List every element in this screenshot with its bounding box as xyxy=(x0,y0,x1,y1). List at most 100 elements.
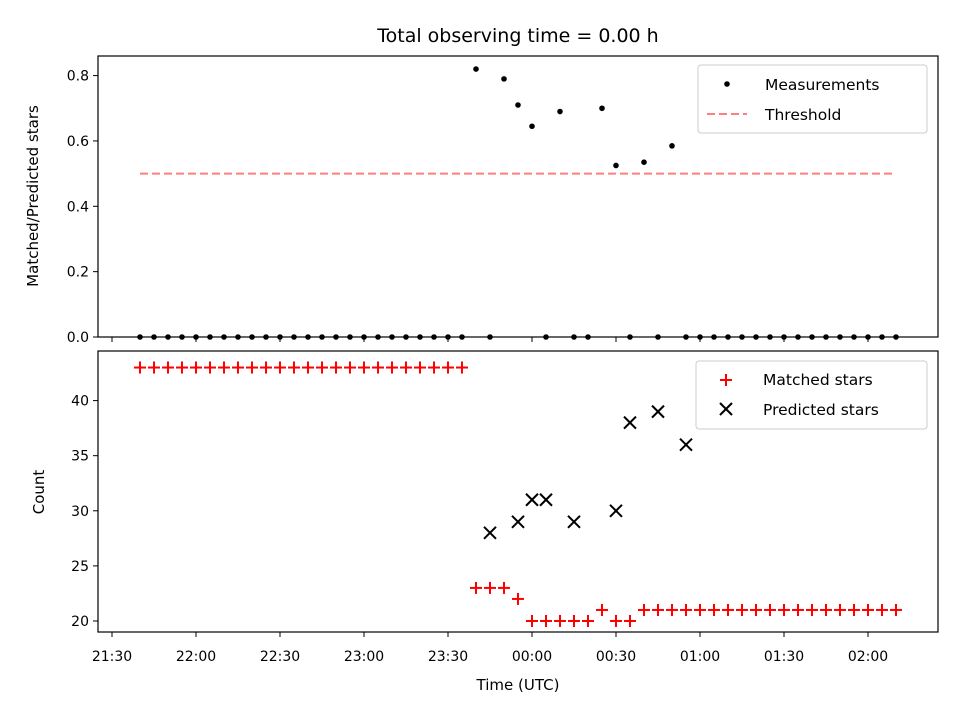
matched-stars-point xyxy=(176,361,188,374)
matched-stars-point xyxy=(456,361,468,374)
matched-stars-point xyxy=(876,603,888,616)
matched-stars-point xyxy=(890,603,902,616)
matched-stars-point xyxy=(806,603,818,616)
matched-stars-point xyxy=(792,603,804,616)
matched-stars-point xyxy=(694,603,706,616)
bottom-legend: Matched stars Predicted stars xyxy=(695,360,928,430)
bottom-y-tick-label: 35 xyxy=(71,449,89,465)
top-y-axis: 0.0 0.2 0.4 0.6 0.8 xyxy=(67,69,98,346)
x-tick-label: 21:30 xyxy=(92,649,132,665)
matched-stars-point xyxy=(554,614,566,627)
measurement-point xyxy=(501,76,507,82)
legend-matched-marker xyxy=(720,374,732,386)
predicted-stars-point xyxy=(525,493,539,507)
bottom-y-tick-label: 20 xyxy=(71,614,89,630)
x-tick-label: 01:00 xyxy=(680,649,720,665)
matched-stars-point xyxy=(666,603,678,616)
matched-stars-point xyxy=(372,361,384,374)
matched-stars-point xyxy=(526,614,538,627)
legend-threshold-label: Threshold xyxy=(764,106,841,124)
x-tick-label: 22:00 xyxy=(176,649,216,665)
x-axis: 21:30 22:00 22:30 23:00 23:30 00:00 00:30 01:00… xyxy=(92,337,888,665)
legend-matched-label: Matched stars xyxy=(763,371,873,389)
matched-stars-point xyxy=(204,361,216,374)
legend-predicted-marker xyxy=(719,402,733,416)
matched-stars-point xyxy=(344,361,356,374)
matched-stars-point xyxy=(288,361,300,374)
matched-stars-point xyxy=(610,614,622,627)
x-tick-label: 00:30 xyxy=(596,649,636,665)
matched-stars-point xyxy=(638,603,650,616)
matched-stars-point xyxy=(358,361,370,374)
chart-title: Total observing time = 0.00 h xyxy=(376,25,658,47)
matched-stars-point xyxy=(218,361,230,374)
x-tick-label: 23:00 xyxy=(344,649,384,665)
matched-stars-point xyxy=(316,361,328,374)
legend-measurements-label: Measurements xyxy=(765,76,880,94)
predicted-stars-point xyxy=(679,437,693,452)
measurement-point xyxy=(613,162,619,169)
top-legend: Measurements Threshold xyxy=(697,64,928,134)
matched-stars-point xyxy=(582,614,594,627)
predicted-stars-point xyxy=(483,526,497,540)
predicted-stars-point xyxy=(511,515,525,529)
measurement-point xyxy=(529,123,535,130)
top-axes-frame xyxy=(97,55,939,338)
matched-stars-point xyxy=(484,581,496,594)
bottom-y-axis-label: Count xyxy=(30,470,48,515)
measurement-point xyxy=(473,66,479,72)
predicted-stars-point xyxy=(651,404,665,419)
matched-stars-point xyxy=(400,361,412,374)
matched-stars-point xyxy=(470,581,482,594)
top-y-tick-label: 0.6 xyxy=(67,134,89,150)
measurement-point xyxy=(557,108,563,115)
predicted-stars-point xyxy=(623,415,637,430)
matched-stars-point xyxy=(540,614,552,627)
x-axis-label: Time (UTC) xyxy=(476,676,560,694)
matched-stars-point xyxy=(568,614,580,627)
matched-stars-point xyxy=(778,603,790,616)
bottom-y-tick-label: 40 xyxy=(71,394,89,410)
matched-stars-point xyxy=(162,361,174,374)
matched-stars-point xyxy=(596,603,608,616)
matched-stars-point xyxy=(330,361,342,374)
matched-stars-point xyxy=(848,603,860,616)
matched-stars-point xyxy=(764,603,776,616)
matched-stars-point xyxy=(680,603,692,616)
measurement-point xyxy=(515,102,521,108)
top-legend-box xyxy=(697,64,928,134)
matched-stars-point xyxy=(708,603,720,616)
predicted-stars-point xyxy=(539,493,553,507)
top-y-tick-label: 0.8 xyxy=(67,69,89,85)
top-y-tick-label: 0.4 xyxy=(67,199,89,215)
bottom-y-axis: 20 25 30 35 40 xyxy=(71,394,98,630)
matched-stars-point xyxy=(260,361,272,374)
matched-stars-point xyxy=(722,603,734,616)
top-y-tick-label: 0.0 xyxy=(67,330,89,346)
top-y-axis-label: Matched/Predicted stars xyxy=(24,105,42,287)
matched-stars-point xyxy=(428,361,440,374)
matched-stars-point xyxy=(498,581,510,594)
x-tick-label: 00:00 xyxy=(512,649,552,665)
legend-measurements-marker xyxy=(724,81,730,87)
x-tick-label: 22:30 xyxy=(260,649,300,665)
matched-stars-point xyxy=(750,603,762,616)
bottom-plot-area xyxy=(134,361,902,627)
measurement-point xyxy=(641,159,647,165)
matched-stars-point xyxy=(442,361,454,374)
bottom-y-tick-label: 30 xyxy=(71,504,89,520)
bottom-y-tick-label: 25 xyxy=(71,559,89,575)
matched-stars-point xyxy=(652,603,664,616)
legend-predicted-label: Predicted stars xyxy=(763,401,879,419)
matched-stars-point xyxy=(148,361,160,374)
matched-stars-point xyxy=(134,361,146,374)
x-tick-label: 02:00 xyxy=(848,649,888,665)
matched-stars-point xyxy=(834,603,846,616)
bottom-legend-box xyxy=(695,360,928,430)
matched-stars-point xyxy=(302,361,314,374)
matched-stars-point xyxy=(386,361,398,374)
top-y-tick-label: 0.2 xyxy=(67,265,89,281)
predicted-stars-point xyxy=(609,504,623,518)
x-tick-label: 23:30 xyxy=(428,649,468,665)
matched-stars-point xyxy=(274,361,286,374)
